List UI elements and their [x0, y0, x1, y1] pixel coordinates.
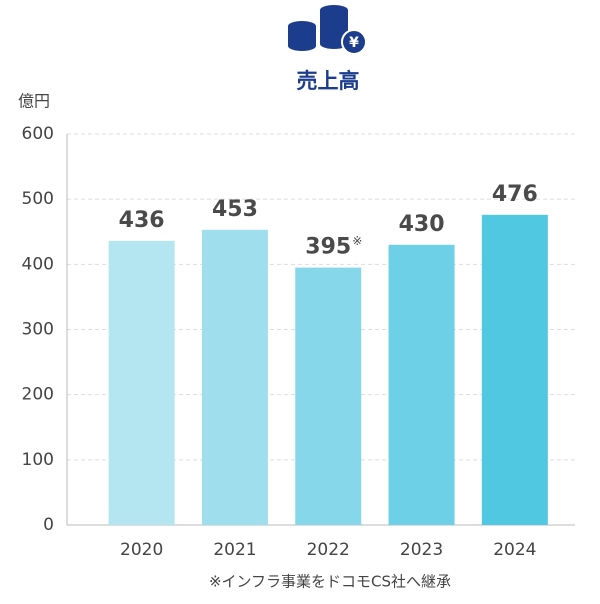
y-tick-label: 600 [22, 124, 54, 144]
bar [295, 267, 362, 525]
svg-text:¥: ¥ [349, 35, 359, 51]
value-label: 430 [399, 212, 445, 237]
value-label: 395 [305, 235, 351, 260]
y-tick-label: 500 [22, 189, 54, 209]
y-tick-label: 200 [22, 385, 54, 405]
bar [388, 244, 455, 526]
x-tick-label: 2022 [307, 540, 350, 560]
x-tick-label: 2021 [213, 540, 256, 560]
y-tick-label: 300 [22, 320, 54, 340]
bar [201, 229, 268, 526]
value-label: 436 [119, 208, 165, 233]
coin-icon: ¥ [288, 5, 367, 55]
y-tick-label: 400 [22, 254, 54, 274]
note-marker: ※ [352, 234, 362, 248]
x-tick-label: 2020 [120, 540, 163, 560]
bar [481, 214, 548, 525]
value-label: 476 [492, 182, 538, 207]
y-tick-label: 100 [22, 450, 54, 470]
y-unit: 億円 [18, 92, 50, 111]
value-label: 453 [212, 197, 258, 222]
footnote: ※インフラ事業をドコモCS社へ継承 [209, 573, 451, 591]
x-tick-label: 2023 [400, 540, 443, 560]
chart-title: 売上高 [297, 69, 360, 93]
x-tick-label: 2024 [493, 540, 536, 560]
bar [108, 240, 175, 525]
y-tick-label: 0 [43, 515, 54, 535]
